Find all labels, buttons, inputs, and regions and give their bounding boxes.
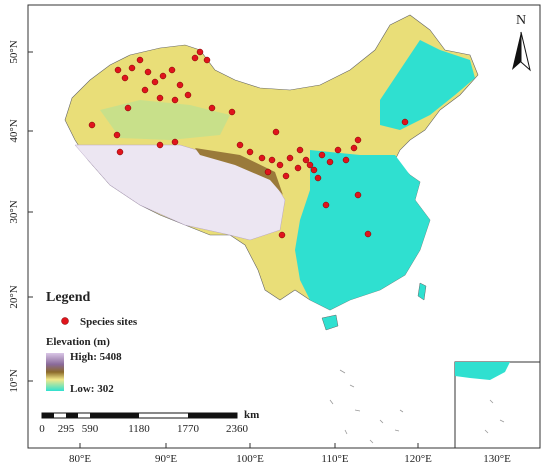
north-label: N [516, 13, 526, 28]
latitude-label: 10°N [8, 369, 20, 392]
hainan [321, 314, 339, 331]
legend-site-symbol [61, 317, 69, 325]
north-arrow [520, 31, 531, 72]
scale-label: 590 [82, 423, 99, 435]
latitude-label: 20°N [8, 285, 20, 308]
longitude-label: 100°E [236, 453, 264, 465]
latitude-label: 30°N [8, 200, 20, 223]
scale-label: 2360 [226, 423, 249, 435]
scale-unit: km [244, 409, 259, 421]
scale-label: 1770 [177, 423, 200, 435]
taiwan [417, 282, 427, 301]
graticule-ticks [28, 51, 498, 448]
highland-rim [195, 148, 283, 195]
legend-item: Species sites [80, 316, 138, 328]
scale-label: 1180 [128, 423, 150, 435]
longitude-label: 90°E [155, 453, 177, 465]
islands [329, 369, 505, 444]
highland-tibet [74, 144, 286, 241]
legend-low: Low: 302 [70, 383, 114, 395]
basin-tarim [100, 100, 230, 140]
legend-title: Legend [46, 290, 91, 305]
legend-high: High: 5408 [70, 351, 122, 363]
latitude-label: 50°N [8, 40, 20, 63]
lowland-east [295, 150, 430, 310]
scale-bar [41, 412, 238, 419]
longitude-label: 130°E [483, 453, 511, 465]
longitude-label: 120°E [404, 453, 432, 465]
lowland-northeast [380, 40, 475, 130]
scale-label: 295 [58, 423, 75, 435]
longitude-label: 80°E [69, 453, 91, 465]
longitude-label: 110°E [321, 453, 348, 465]
scale-label: 0 [39, 423, 45, 435]
latitude-label: 40°N [8, 119, 20, 142]
species-sites [88, 48, 409, 239]
north-arrow [512, 32, 521, 70]
inset-coast [455, 362, 510, 380]
elevation-ramp [46, 353, 64, 391]
legend-elevation-title: Elevation (m) [46, 336, 110, 348]
